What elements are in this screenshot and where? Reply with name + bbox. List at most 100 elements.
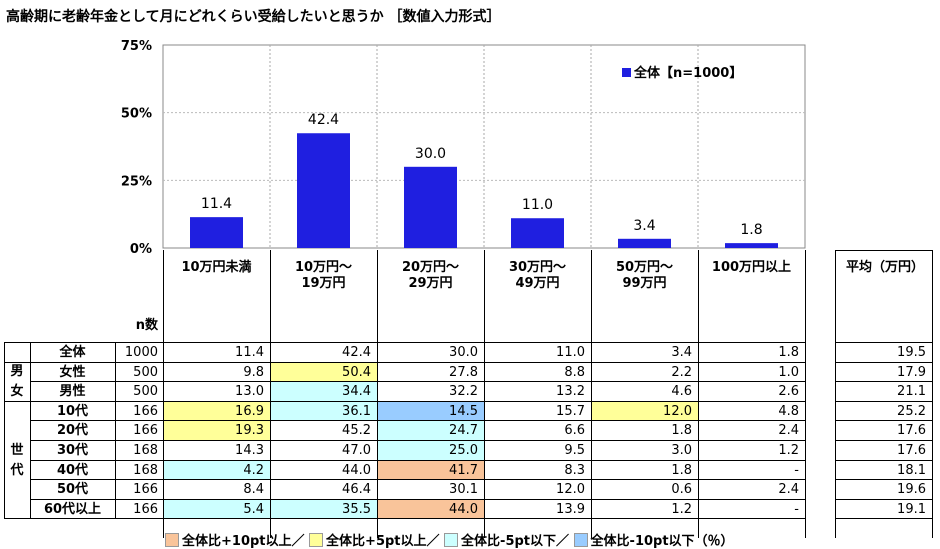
- row-label: 20代: [56, 423, 89, 439]
- average-column-line: [932, 250, 933, 538]
- legend-swatch: [622, 68, 631, 77]
- row-line: [835, 518, 932, 520]
- data-label: 11.0: [522, 197, 553, 213]
- row-label: 男性: [59, 384, 86, 400]
- n-value: 1000: [124, 345, 158, 360]
- table-cell: 36.1: [271, 401, 377, 422]
- table-cell: 1.8: [778, 345, 799, 360]
- highlight-legend: 全体比+10pt以上／ 全体比+5pt以上／ 全体比-5pt以下／ 全体比-10…: [165, 530, 734, 549]
- category-header: 10万円未満: [181, 260, 252, 275]
- table-cell: 16.9: [164, 401, 270, 422]
- table-cell: 50.4: [271, 362, 377, 383]
- table-cell: 3.4: [671, 345, 692, 360]
- n-header: n数: [135, 318, 158, 333]
- row-line: [835, 440, 932, 441]
- group-label: 世 代: [10, 442, 24, 478]
- n-value: 500: [133, 384, 158, 400]
- table-cell: 2.4: [778, 423, 799, 439]
- chart-title: 高齢期に老齢年金として月にどれくらい受給したいと思うか ［数値入力形式］: [6, 9, 501, 25]
- row-label: 50代: [56, 482, 89, 498]
- average-value: 17.6: [897, 443, 926, 458]
- row-label: 40代: [56, 462, 89, 478]
- table-cell: 13.0: [235, 384, 264, 400]
- row-line: [30, 400, 805, 402]
- table-cell: 1.0: [778, 364, 799, 380]
- table-cell: 3.0: [671, 443, 692, 458]
- group-label: 男 女: [10, 364, 24, 400]
- category-header: 50万円～ 99万円: [615, 260, 674, 291]
- average-value: 21.1: [897, 384, 926, 400]
- bar: [190, 217, 243, 248]
- table-cell: 15.7: [556, 403, 585, 419]
- average-header-top: [835, 250, 932, 251]
- row-label: 全体: [59, 345, 86, 360]
- legend-label: 全体【n=1000】: [633, 65, 742, 81]
- table-cell: 0.6: [671, 482, 692, 498]
- data-label: 11.4: [201, 196, 232, 212]
- column-line: [270, 250, 271, 538]
- data-label: 42.4: [308, 112, 339, 128]
- group-divider: [30, 342, 31, 520]
- table-cell: 46.4: [342, 482, 371, 498]
- n-value: 500: [133, 364, 158, 380]
- table-cell: 13.2: [556, 384, 585, 400]
- table-cell: 47.0: [342, 443, 371, 458]
- category-header: 30万円～ 49万円: [508, 260, 567, 291]
- y-tick-label: 0%: [130, 242, 152, 257]
- bar: [404, 166, 457, 248]
- table-cell: 35.5: [271, 499, 377, 520]
- column-line: [805, 250, 806, 538]
- row-line: [30, 420, 805, 422]
- y-tick-label: 50%: [121, 107, 152, 122]
- average-value: 17.6: [897, 423, 926, 439]
- data-label: 30.0: [415, 146, 446, 162]
- row-label: 女性: [59, 364, 86, 380]
- table-cell: 1.8: [671, 462, 692, 478]
- y-tick-label: 25%: [121, 174, 152, 189]
- table-cell: 2.4: [778, 482, 799, 498]
- table-cell: 19.3: [164, 421, 270, 441]
- column-line: [163, 250, 164, 538]
- average-value: 19.5: [897, 345, 926, 360]
- table-cell: 13.9: [556, 501, 585, 517]
- data-label: 3.4: [633, 218, 655, 234]
- row-line: [835, 381, 932, 383]
- bar: [618, 238, 671, 248]
- n-value: 168: [133, 443, 158, 458]
- table-cell: 12.0: [556, 482, 585, 498]
- table-cell: 1.8: [671, 423, 692, 439]
- row-line: [835, 400, 932, 402]
- table-cell: -: [794, 462, 799, 478]
- table-cell: 4.6: [671, 384, 692, 400]
- column-line: [484, 250, 485, 538]
- column-line: [591, 250, 592, 538]
- category-header: 100万円以上: [711, 260, 792, 275]
- row-line: [835, 498, 932, 500]
- group-separator: [4, 400, 30, 402]
- row-line: [835, 361, 932, 363]
- row-line: [30, 361, 805, 363]
- table-cell: 2.2: [671, 364, 692, 380]
- table-cell: 11.4: [235, 345, 264, 360]
- n-value: 166: [133, 403, 158, 419]
- table-cell: 24.7: [378, 421, 484, 441]
- table-cell: 4.8: [778, 403, 799, 419]
- row-line: [835, 420, 932, 422]
- average-value: 18.1: [897, 462, 926, 478]
- average-header: 平均（万円）: [845, 260, 924, 275]
- row-line: [835, 342, 932, 343]
- row-line: [4, 342, 805, 343]
- category-header: 20万円～ 29万円: [401, 260, 460, 291]
- table-left-border: [4, 342, 5, 520]
- row-line: [30, 440, 805, 441]
- average-value: 19.1: [897, 501, 926, 517]
- category-header: 10万円～ 19万円: [294, 260, 353, 291]
- data-label: 1.8: [740, 222, 762, 238]
- table-cell: 30.0: [449, 345, 478, 360]
- plus5-swatch: [309, 533, 324, 547]
- table-cell: 44.0: [342, 462, 371, 478]
- table-cell: 34.4: [271, 382, 377, 402]
- row-line: [835, 459, 932, 461]
- n-value: 168: [133, 462, 158, 478]
- table-cell: 6.6: [564, 423, 585, 439]
